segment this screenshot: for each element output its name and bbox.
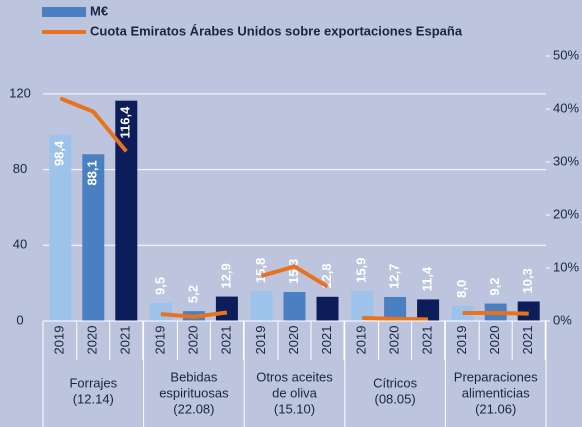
category-label: (08.05): [374, 391, 415, 406]
category-label: (21.06): [475, 401, 516, 416]
x-tick-label: 2021: [520, 326, 535, 355]
value-label: 116,4: [118, 106, 133, 139]
bar: [82, 154, 105, 321]
bar: [283, 292, 306, 321]
category-label: Preparaciones: [454, 369, 538, 384]
value-label: 10,3: [520, 268, 535, 293]
legend-label: Cuota Emiratos Árabes Unidos sobre expor…: [90, 23, 463, 38]
x-tick-label: 2021: [218, 326, 233, 355]
x-tick-label: 2019: [454, 326, 469, 355]
value-label: 88,1: [85, 160, 100, 185]
value-label: 12,7: [387, 264, 402, 289]
value-label: 15,3: [286, 259, 301, 284]
y-tick-label: 40: [13, 237, 27, 252]
category-label: de oliva: [272, 385, 318, 400]
bar: [250, 291, 273, 321]
bar: [215, 296, 238, 321]
category-label: Forrajes: [69, 375, 117, 390]
share-line: [260, 264, 329, 289]
bar: [49, 134, 72, 321]
share-line: [59, 96, 128, 153]
value-label: 8,0: [454, 280, 469, 298]
y2-tick-label: 0%: [553, 312, 572, 327]
x-tick-label: 2020: [487, 326, 502, 355]
bar: [517, 301, 540, 321]
value-label: 5,2: [185, 285, 200, 303]
x-tick-label: 2020: [85, 326, 100, 355]
x-tick-label: 2019: [253, 326, 268, 355]
x-tick-label: 2020: [387, 326, 402, 355]
x-tick-label: 2020: [286, 326, 301, 355]
y-tick-label: 80: [13, 161, 27, 176]
value-label: 15,8: [253, 258, 268, 283]
value-label: 12,9: [218, 263, 233, 288]
value-label: 15,9: [354, 258, 369, 283]
category-label: (15.10): [274, 401, 315, 416]
y2-tick-label: 30%: [553, 153, 579, 168]
bar: [417, 299, 440, 321]
y-tick-label: 0: [16, 312, 23, 327]
share-line: [362, 315, 429, 322]
category-label: (22.08): [173, 401, 214, 416]
y-tick-label: 120: [9, 85, 31, 100]
category-label: alimenticias: [462, 385, 530, 400]
category-label: espirituosas: [159, 385, 229, 400]
y2-tick-label: 40%: [553, 100, 579, 115]
x-tick-label: 2019: [354, 326, 369, 355]
x-tick-label: 2021: [319, 326, 334, 355]
value-label: 9,5: [152, 277, 167, 295]
y2-tick-label: 20%: [553, 206, 579, 221]
value-label: 98,4: [52, 140, 67, 166]
y2-tick-label: 10%: [553, 259, 579, 274]
x-tick-label: 2021: [420, 326, 435, 355]
category-label: Otros aceites: [256, 369, 333, 384]
share-line: [462, 311, 529, 316]
bar: [149, 303, 172, 321]
x-tick-label: 2021: [118, 326, 133, 355]
bar: [384, 296, 407, 321]
value-label: 11,4: [420, 266, 435, 291]
x-tick-label: 2020: [185, 326, 200, 355]
legend-swatch: [42, 7, 86, 17]
value-label: 9,2: [487, 278, 502, 296]
bar: [115, 100, 138, 322]
legend-label: M€: [90, 3, 108, 18]
category-label: Cítricos: [373, 375, 418, 390]
category-label: Bebidas: [170, 369, 217, 384]
bar: [316, 296, 339, 321]
y2-tick-label: 50%: [553, 47, 579, 62]
category-label: (12.14): [73, 391, 114, 406]
x-tick-label: 2019: [152, 326, 167, 355]
bar: [351, 290, 374, 321]
x-tick-label: 2019: [52, 326, 67, 355]
share-line: [160, 310, 228, 319]
